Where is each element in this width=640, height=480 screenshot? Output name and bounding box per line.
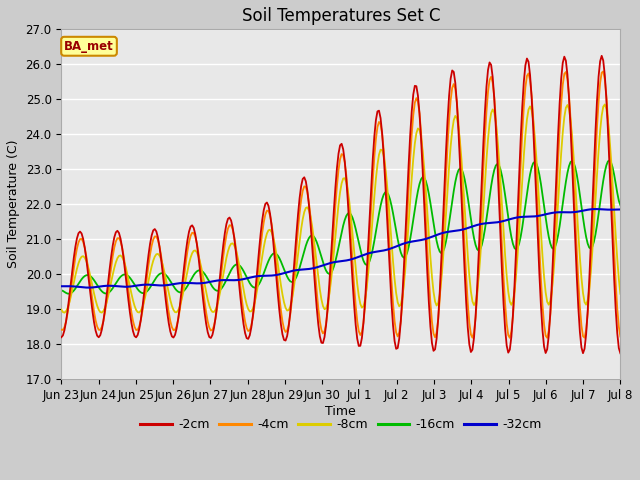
-8cm (58, 307, 65, 312)
Title: Soil Temperatures Set C: Soil Temperatures Set C (242, 7, 440, 25)
-8cm (127, 291, 135, 297)
-32cm (591, 206, 599, 212)
-4cm (243, 325, 250, 331)
-8cm (253, 285, 261, 290)
-8cm (244, 306, 252, 312)
-4cm (126, 299, 134, 305)
-2cm (598, 53, 605, 59)
-4cm (506, 335, 514, 341)
-4cm (600, 69, 607, 74)
-4cm (587, 258, 595, 264)
-8cm (226, 243, 234, 249)
Line: -2cm: -2cm (61, 56, 620, 353)
Y-axis label: Soil Temperature (C): Soil Temperature (C) (7, 140, 20, 268)
Legend: -2cm, -4cm, -8cm, -16cm, -32cm: -2cm, -4cm, -8cm, -16cm, -32cm (136, 413, 547, 436)
-8cm (601, 102, 609, 108)
-16cm (127, 277, 135, 283)
-32cm (84, 285, 92, 290)
Text: BA_met: BA_met (64, 40, 114, 53)
-2cm (58, 335, 65, 340)
-32cm (226, 277, 234, 283)
-2cm (616, 350, 624, 356)
-2cm (302, 179, 310, 184)
-16cm (244, 277, 252, 283)
-16cm (58, 288, 65, 293)
-8cm (303, 204, 311, 210)
-16cm (303, 239, 311, 244)
-4cm (224, 226, 232, 231)
-16cm (587, 246, 595, 252)
-32cm (587, 206, 595, 212)
-4cm (616, 334, 624, 339)
-16cm (605, 157, 613, 163)
-16cm (65, 291, 73, 297)
-4cm (252, 289, 260, 295)
-2cm (224, 216, 232, 222)
-2cm (243, 335, 250, 341)
-8cm (587, 270, 595, 276)
-32cm (253, 273, 261, 279)
Line: -32cm: -32cm (61, 209, 620, 288)
-16cm (226, 270, 234, 276)
-16cm (253, 283, 261, 289)
-2cm (252, 282, 260, 288)
-2cm (126, 309, 134, 315)
-32cm (303, 266, 311, 272)
-32cm (244, 275, 252, 281)
-32cm (58, 283, 65, 289)
Line: -4cm: -4cm (61, 72, 620, 338)
-16cm (616, 202, 624, 208)
-4cm (302, 184, 310, 190)
-8cm (616, 291, 624, 297)
-4cm (58, 327, 65, 333)
Line: -8cm: -8cm (61, 105, 620, 312)
-8cm (61, 310, 68, 315)
-32cm (127, 284, 135, 289)
-2cm (586, 278, 593, 284)
Line: -16cm: -16cm (61, 160, 620, 294)
X-axis label: Time: Time (326, 405, 356, 418)
-32cm (616, 206, 624, 212)
